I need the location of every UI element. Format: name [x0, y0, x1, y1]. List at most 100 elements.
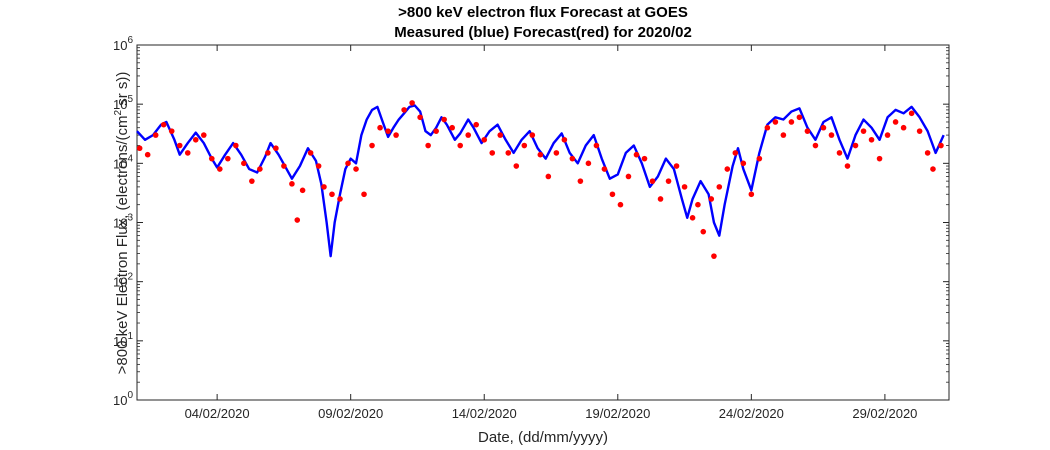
forecast-point — [716, 184, 723, 190]
forecast-point — [160, 121, 167, 128]
forecast-point — [900, 124, 907, 131]
x-tick-label: 29/02/2020 — [852, 406, 917, 421]
forecast-point — [681, 184, 688, 190]
forecast-point — [289, 181, 295, 187]
forecast-point — [764, 124, 771, 131]
y-tick-label: 103 — [113, 213, 133, 231]
forecast-point — [489, 150, 496, 156]
forecast-point — [361, 191, 367, 198]
forecast-point — [609, 191, 616, 198]
forecast-point — [545, 173, 552, 180]
forecast-point — [924, 150, 931, 156]
forecast-point — [273, 145, 279, 152]
forecast-point — [633, 151, 640, 158]
forecast-point — [184, 150, 191, 156]
forecast-point — [593, 142, 600, 149]
forecast-point — [481, 136, 488, 143]
y-tick-label-base: 10 — [113, 216, 127, 231]
y-tick-label-exp: 5 — [127, 94, 133, 105]
forecast-point — [233, 142, 239, 149]
forecast-point — [820, 124, 827, 131]
x-tick-label: 09/02/2020 — [318, 406, 383, 421]
forecast-point — [884, 132, 891, 138]
forecast-point — [844, 163, 851, 169]
forecast-point — [337, 196, 343, 202]
forecast-point — [465, 132, 472, 138]
forecast-point — [537, 151, 544, 158]
forecast-point — [168, 128, 175, 134]
forecast-point — [756, 155, 763, 162]
forecast-point — [657, 196, 664, 202]
forecast-point — [136, 145, 143, 152]
forecast-point — [441, 116, 447, 123]
forecast-point — [281, 163, 287, 169]
y-tick-label: 102 — [113, 272, 133, 290]
forecast-point — [649, 178, 656, 184]
forecast-point — [433, 128, 439, 134]
forecast-point — [908, 110, 915, 117]
y-tick-label-base: 10 — [113, 334, 127, 349]
forecast-point — [804, 128, 811, 134]
forecast-point — [200, 132, 207, 138]
forecast-point — [748, 191, 755, 198]
forecast-point — [868, 136, 875, 143]
forecast-point — [409, 100, 415, 106]
y-tick-label-exp: 4 — [127, 153, 133, 164]
forecast-point — [473, 121, 480, 128]
forecast-point — [892, 119, 899, 125]
forecast-point — [938, 142, 944, 149]
forecast-point — [780, 132, 787, 138]
x-axis-label: Date, (dd/mm/yyyy) — [478, 429, 608, 446]
forecast-point — [689, 215, 696, 221]
forecast-point — [353, 166, 359, 172]
y-tick-label-base: 10 — [113, 275, 127, 290]
y-tick-label-exp: 3 — [127, 213, 133, 224]
forecast-point — [249, 178, 255, 184]
forecast-point — [708, 196, 715, 202]
forecast-point — [695, 201, 701, 208]
forecast-point — [225, 155, 231, 162]
forecast-point — [377, 124, 383, 131]
y-tick-label: 104 — [113, 153, 133, 171]
y-tick-label-base: 10 — [113, 38, 127, 53]
y-tick-label: 101 — [113, 331, 133, 349]
forecast-point — [449, 124, 455, 131]
forecast-point — [425, 142, 431, 149]
forecast-point — [673, 163, 680, 169]
forecast-point — [601, 166, 608, 172]
y-axis-label-main: >800 keV Electron Flux, (electrons/(cm — [114, 116, 131, 375]
y-axis-label: >800 keV Electron Flux, (electrons/(cm2 … — [113, 72, 131, 375]
forecast-point — [828, 132, 835, 138]
forecast-point — [176, 142, 183, 149]
forecast-point — [796, 114, 803, 121]
chart-title-line1: >800 keV electron flux Forecast at GOES — [398, 4, 688, 21]
forecast-point — [265, 150, 271, 156]
forecast-point — [217, 166, 223, 172]
forecast-point — [497, 132, 504, 138]
y-tick-label: 106 — [113, 35, 133, 53]
series-measured-line — [136, 104, 945, 258]
forecast-point — [860, 128, 867, 134]
y-tick-label-exp: 0 — [127, 390, 133, 401]
x-tick-label: 24/02/2020 — [719, 406, 784, 421]
forecast-point — [812, 142, 819, 149]
forecast-point — [561, 136, 568, 143]
x-tick-label: 19/02/2020 — [585, 406, 650, 421]
forecast-point — [144, 151, 151, 158]
forecast-point — [711, 253, 717, 259]
y-tick-label: 105 — [113, 94, 133, 112]
forecast-point — [585, 160, 592, 167]
y-axis-label-sup: 2 — [113, 110, 124, 116]
y-tick-label: 100 — [113, 390, 133, 408]
forecast-point — [836, 150, 843, 156]
forecast-point — [665, 178, 672, 184]
forecast-point — [529, 132, 536, 138]
forecast-point — [241, 160, 247, 167]
forecast-point — [772, 119, 779, 125]
forecast-point — [852, 142, 859, 149]
forecast-point — [345, 160, 351, 167]
forecast-point — [192, 136, 199, 143]
forecast-point — [505, 150, 512, 156]
